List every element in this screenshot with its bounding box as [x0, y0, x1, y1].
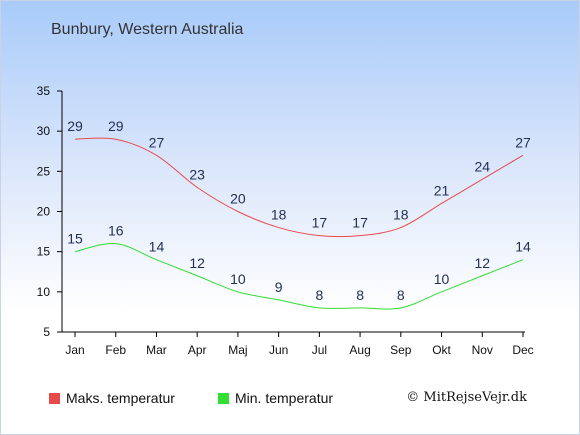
legend-item-min: Min. temperatur	[218, 390, 333, 406]
x-tick-label: Dec	[512, 343, 533, 357]
legend-label-max: Maks. temperatur	[66, 390, 175, 406]
data-label-max: 17	[312, 215, 328, 231]
data-label-max: 29	[67, 118, 83, 134]
legend-item-max: Maks. temperatur	[49, 390, 175, 406]
series-line-min	[74, 243, 524, 310]
x-tick-label: Maj	[228, 343, 247, 357]
data-label-min: 12	[189, 255, 205, 271]
data-label-max: 18	[393, 207, 409, 223]
data-label-max: 17	[352, 215, 368, 231]
data-label-max: 18	[271, 207, 287, 223]
data-label-min: 14	[515, 239, 531, 255]
data-label-min: 10	[230, 271, 246, 287]
data-label-min: 10	[434, 271, 450, 287]
data-label-min: 9	[275, 279, 283, 295]
data-label-max: 21	[434, 182, 450, 198]
x-tick-label: Okt	[432, 343, 451, 357]
x-tick-label: Jul	[312, 343, 327, 357]
x-tick-label: Sep	[390, 343, 412, 357]
y-tick-label: 25	[37, 164, 51, 178]
data-label-min: 8	[356, 287, 364, 303]
data-label-max: 23	[189, 166, 205, 182]
data-label-max: 29	[108, 118, 124, 134]
y-tick-label: 5	[43, 325, 50, 339]
data-label-max: 27	[149, 134, 165, 150]
legend-swatch-max	[49, 392, 60, 404]
y-tick-label: 10	[37, 285, 51, 299]
y-tick-label: 20	[37, 205, 51, 219]
data-label-min: 8	[397, 287, 405, 303]
credit-text: © MitRejseVejr.dk	[406, 390, 527, 405]
data-label-max: 24	[474, 158, 490, 174]
series-line-max	[74, 137, 524, 238]
data-label-min: 14	[149, 239, 165, 255]
x-tick-label: Aug	[349, 343, 370, 357]
data-label-max: 27	[515, 134, 531, 150]
x-tick-label: Nov	[472, 343, 493, 357]
x-tick-label: Jan	[65, 343, 84, 357]
chart-title: Bunbury, Western Australia	[51, 21, 244, 38]
x-tick-label: Apr	[188, 343, 207, 357]
legend-swatch-min	[218, 392, 229, 404]
data-label-min: 12	[474, 255, 490, 271]
y-tick-label: 35	[37, 84, 51, 98]
data-label-min: 8	[315, 287, 323, 303]
data-label-max: 20	[230, 191, 246, 207]
legend-label-min: Min. temperatur	[235, 390, 334, 406]
y-tick-label: 30	[37, 124, 51, 138]
x-tick-label: Jun	[269, 343, 288, 357]
data-label-min: 15	[67, 231, 83, 247]
x-tick-label: Feb	[105, 343, 126, 357]
x-tick-label: Mar	[146, 343, 167, 357]
y-tick-label: 15	[37, 245, 51, 259]
data-label-min: 16	[108, 223, 124, 239]
